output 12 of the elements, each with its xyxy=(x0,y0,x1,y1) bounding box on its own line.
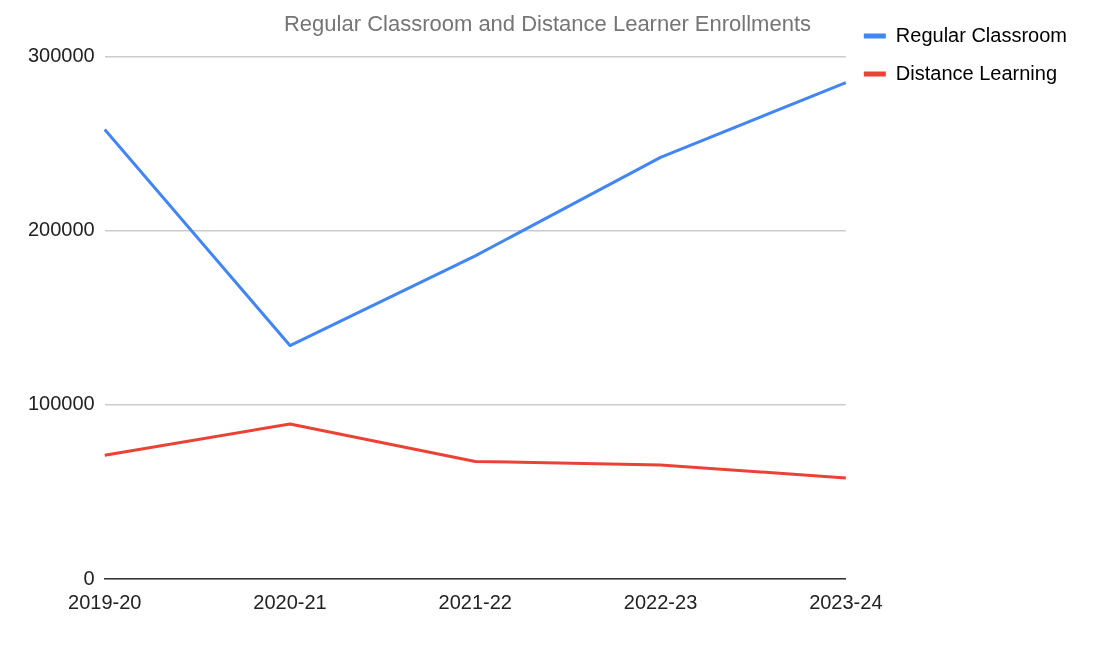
x-tick-label: 2020-21 xyxy=(253,590,327,613)
x-tick-label: 2023-24 xyxy=(809,590,883,613)
x-tick-label: 2022-23 xyxy=(623,590,698,613)
y-tick-label: 0 xyxy=(83,566,95,589)
y-tick-label: 300000 xyxy=(27,43,95,66)
legend-label: Regular Classroom xyxy=(895,23,1067,46)
x-tick-label: 2019-20 xyxy=(68,590,142,613)
y-tick-label: 200000 xyxy=(27,218,95,241)
chart-title: Regular Classroom and Distance Learner Enrollments xyxy=(283,11,812,37)
legend-label: Distance Learning xyxy=(895,61,1058,84)
y-tick-label: 100000 xyxy=(27,392,95,415)
x-tick-label: 2021-22 xyxy=(438,590,512,613)
